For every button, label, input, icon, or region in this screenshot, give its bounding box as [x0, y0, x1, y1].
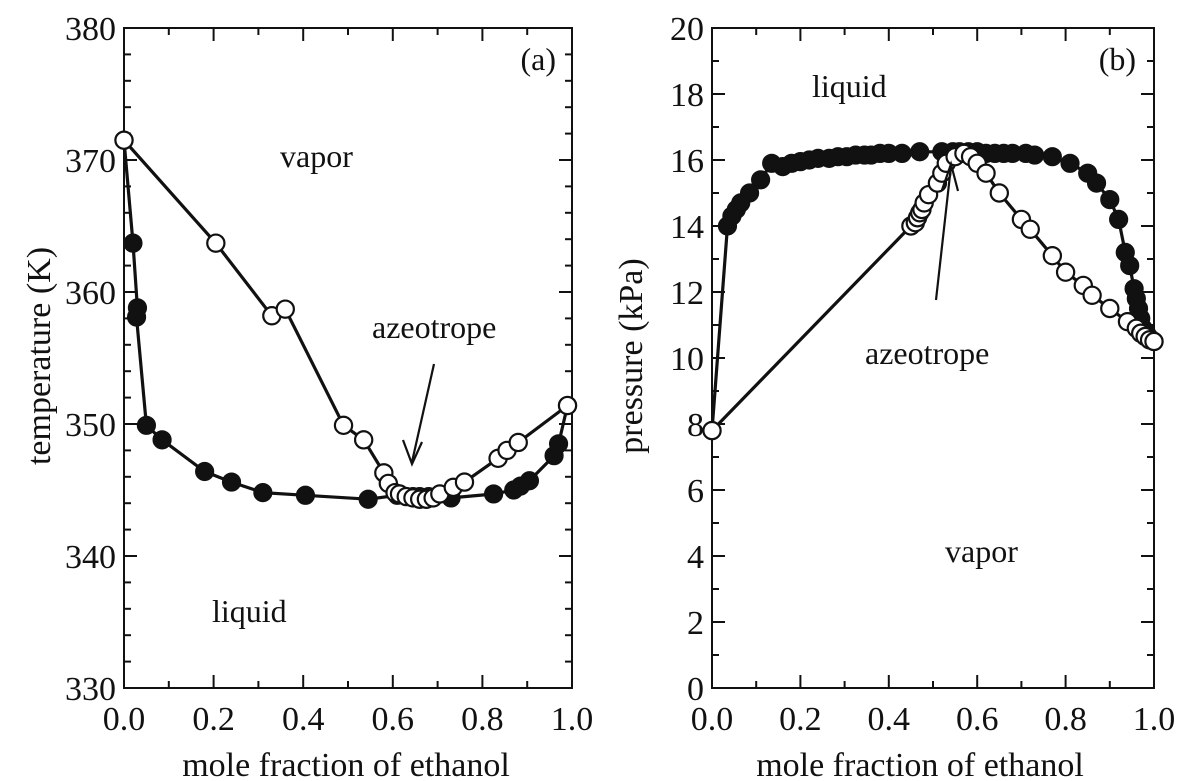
y-axis-title-b: pressure (kPa) [613, 258, 650, 453]
y-tick-label-b: 12 [670, 275, 704, 312]
open-data-point-b [1055, 262, 1076, 282]
panel-a-temperature-chart: 0.0 0.2 0.4 0.6 0.8 1.0 330 340 350 360 370 380 (a)… [21, 11, 593, 781]
y-tick-label-b: 2 [687, 605, 704, 642]
region-label-vapor-b: vapor [945, 533, 1018, 569]
x-tick-label-b: 0.8 [1044, 701, 1087, 738]
azeotrope-label-b: azeotrope [865, 335, 989, 371]
filled-data-point-b [910, 142, 930, 162]
y-tick-label-b: 16 [670, 143, 704, 180]
filled-data-point-a [123, 233, 143, 253]
y-tick-label-b: 14 [670, 209, 704, 246]
y-tick-label-a: 340 [65, 539, 116, 576]
open-data-point-a [454, 472, 475, 492]
x-tick-label-b: 0.2 [779, 701, 822, 738]
open-data-point-a [114, 130, 134, 150]
open-data-point-b [1100, 298, 1120, 319]
filled-data-point-a [548, 434, 569, 454]
open-data-point-b [1020, 219, 1040, 239]
y-tick-label-b: 18 [670, 77, 704, 114]
filled-data-point-a [358, 489, 378, 509]
open-data-point-b [989, 183, 1010, 203]
y-tick-label-a: 380 [65, 11, 116, 48]
y-tick-label-a: 370 [65, 143, 116, 180]
filled-data-point-b [1120, 256, 1140, 276]
open-data-point-a [557, 395, 578, 416]
filled-data-point-a [253, 483, 273, 503]
x-axis-title-b: mole fraction of ethanol [756, 747, 1084, 781]
x-tick-label-b: 0.4 [868, 701, 911, 738]
filled-data-point-b [892, 143, 912, 163]
y-tick-label-b: 0 [687, 671, 704, 708]
x-tick-label-b: 1.0 [1133, 701, 1176, 738]
filled-data-point-b [739, 183, 760, 203]
filled-data-point-a [519, 471, 540, 491]
filled-data-point-b [751, 170, 771, 190]
plot-frame-a [123, 27, 573, 689]
x-tick-label-a: 0.2 [192, 701, 235, 738]
azeotrope-label-a: azeotrope [372, 309, 496, 345]
open-data-point-b [976, 163, 996, 183]
filled-data-point-a [221, 472, 242, 492]
y-tick-label-a: 330 [65, 671, 116, 708]
panel-label-a: (a) [520, 41, 556, 77]
x-tick-label-a: 0.0 [103, 701, 146, 738]
filled-data-point-b [1060, 153, 1080, 173]
open-data-point-b [1144, 331, 1164, 352]
y-tick-label-b: 20 [670, 11, 704, 48]
y-tick-label-b: 8 [687, 407, 704, 444]
panel-label-b: (b) [1099, 41, 1136, 77]
filled-data-point-a [484, 484, 504, 504]
filled-data-point-b [1086, 173, 1107, 193]
y-tick-label-b: 4 [687, 539, 704, 576]
x-tick-label-a: 0.8 [461, 701, 504, 738]
open-data-point-a [333, 415, 354, 436]
filled-data-point-a [195, 461, 215, 482]
y-tick-label-a: 350 [65, 407, 116, 444]
open-data-point-a [206, 233, 226, 253]
region-label-vapor-a: vapor [280, 138, 353, 174]
x-axis-title-a: mole fraction of ethanol [182, 747, 510, 781]
open-data-point-a [508, 432, 528, 453]
y-axis-title-a: temperature (K) [21, 247, 58, 465]
x-tick-label-a: 0.4 [282, 701, 325, 738]
x-tick-label-a: 0.6 [372, 701, 415, 738]
filled-data-point-a [136, 415, 156, 435]
filled-data-point-b [1100, 190, 1120, 210]
x-tick-label-b: 0.6 [956, 701, 999, 738]
open-data-point-a [353, 430, 374, 450]
azeotrope-arrow-a [401, 363, 436, 467]
filled-data-point-b [1042, 147, 1062, 167]
x-tick-label-b: 0.0 [691, 701, 734, 738]
open-data-point-b [1042, 245, 1063, 266]
azeotrope-arrow-b [934, 160, 960, 301]
filled-data-point-b [1025, 145, 1045, 165]
x-tick-label-a: 1.0 [551, 701, 594, 738]
open-data-point-a [275, 299, 295, 319]
filled-data-point-a [295, 485, 316, 505]
filled-data-point-a [126, 307, 147, 327]
open-data-point-b [1082, 285, 1102, 305]
region-label-liquid-b: liquid [812, 68, 887, 104]
y-tick-label-b: 6 [687, 473, 704, 510]
region-label-liquid-a: liquid [212, 593, 287, 629]
y-tick-label-a: 360 [65, 275, 116, 312]
filled-data-point-b [1109, 209, 1129, 229]
filled-data-point-a [152, 430, 172, 450]
open-data-point-b [702, 420, 722, 441]
y-tick-label-b: 10 [670, 341, 704, 378]
